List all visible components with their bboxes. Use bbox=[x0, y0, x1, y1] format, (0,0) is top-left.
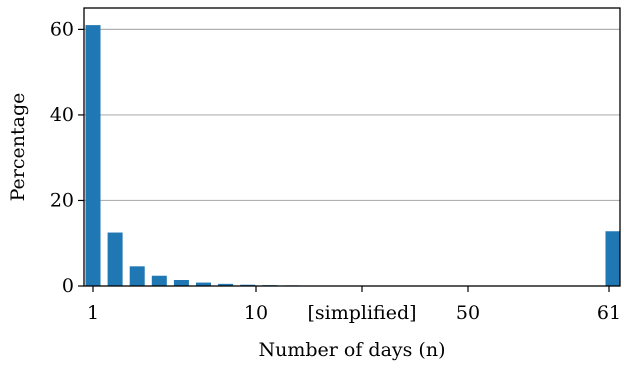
y-axis-label: Percentage bbox=[7, 93, 29, 202]
y-tick-label-40: 40 bbox=[50, 104, 74, 126]
x-axis-label: Number of days (n) bbox=[259, 339, 446, 361]
bar-4 bbox=[152, 276, 167, 286]
x-tick-label: [simplified] bbox=[307, 302, 416, 324]
plot-frame bbox=[84, 8, 620, 286]
y-axis-ticks: 0 20 40 60 bbox=[50, 18, 84, 297]
x-tick-label: 61 bbox=[597, 302, 621, 324]
y-tick-label-20: 20 bbox=[50, 189, 74, 211]
y-tick-label-0: 0 bbox=[62, 275, 74, 297]
x-tick-label: 50 bbox=[456, 302, 480, 324]
x-tick-label: 10 bbox=[244, 302, 268, 324]
bar-3 bbox=[130, 266, 145, 286]
grid-lines bbox=[84, 29, 620, 200]
x-tick-label: 1 bbox=[87, 302, 99, 324]
x-axis-ticks: 1 10 [simplified] 50 61 bbox=[87, 286, 621, 324]
bars-group bbox=[86, 25, 621, 286]
bar-1 bbox=[86, 25, 101, 286]
bar-61 bbox=[606, 231, 621, 286]
bar-2 bbox=[108, 233, 123, 286]
y-tick-label-60: 60 bbox=[50, 18, 74, 40]
bar-5 bbox=[174, 280, 189, 286]
